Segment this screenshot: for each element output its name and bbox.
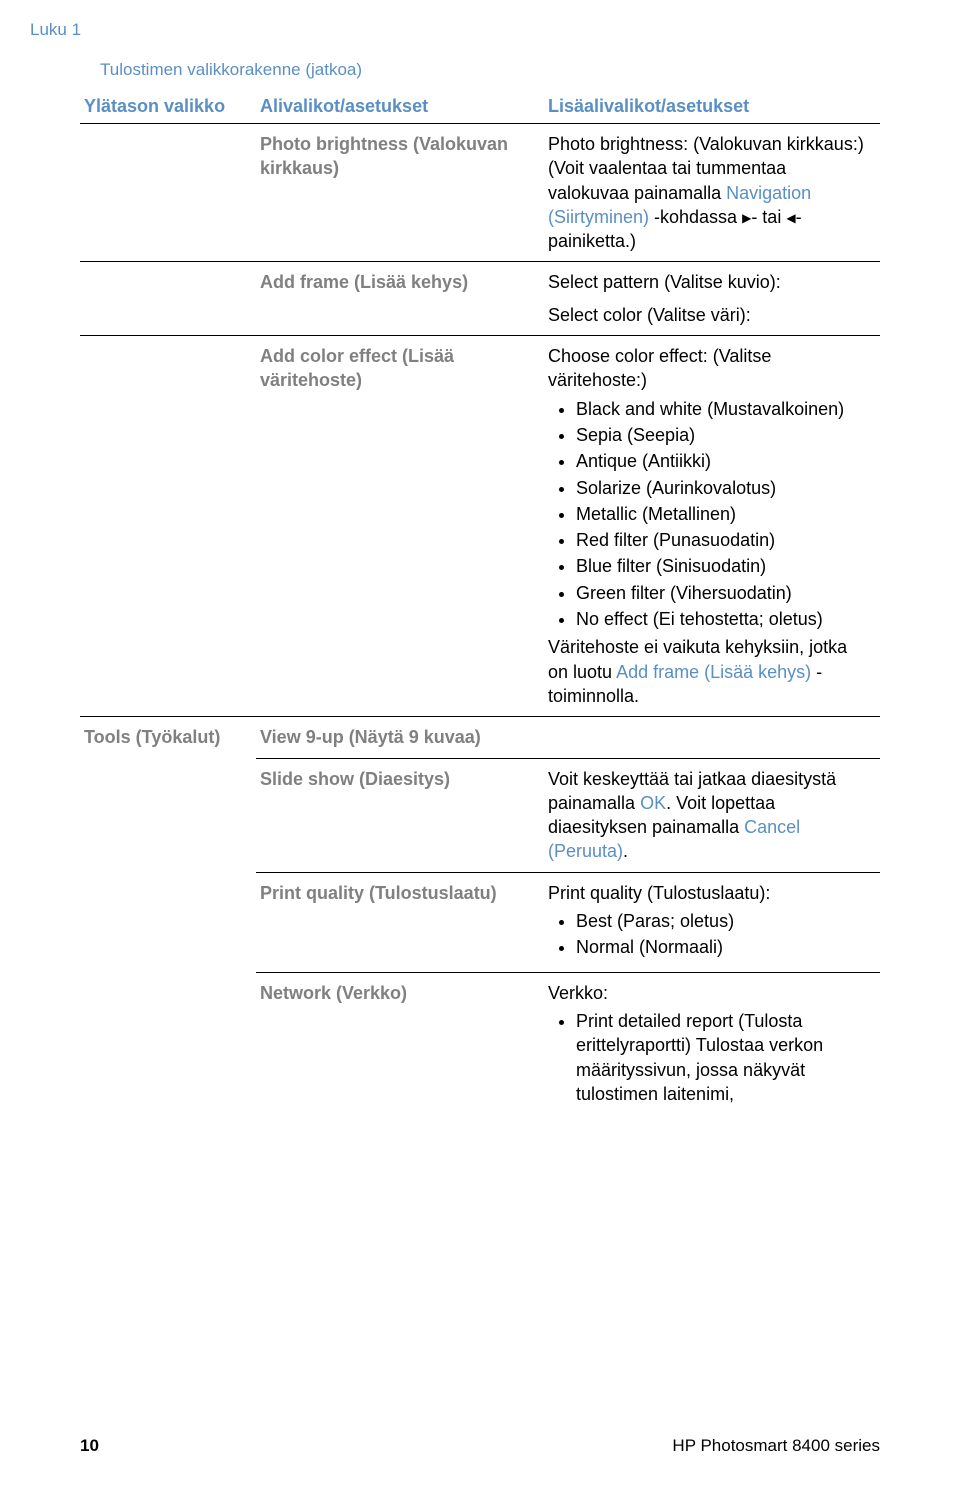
list-item: No effect (Ei tehostetta; oletus) [576, 607, 870, 631]
cell-right: Verkko: Print detailed report (Tulosta e… [544, 972, 880, 1118]
triangle-right-icon [742, 207, 751, 227]
cell-mid: Add frame (Lisää kehys) [256, 262, 544, 336]
cell-left-tools: Tools (Työkalut) [80, 717, 256, 1118]
list-item: Blue filter (Sinisuodatin) [576, 554, 870, 578]
page-number: 10 [80, 1436, 99, 1456]
cell-mid: Slide show (Diaesitys) [256, 758, 544, 872]
menu-table: Ylätason valikko Alivalikot/asetukset Li… [80, 90, 880, 1118]
text-line: Verkko: [548, 981, 870, 1005]
text-line: Photo brightness: (Valokuvan kirkkaus:) [548, 132, 870, 156]
table-header-row: Ylätason valikko Alivalikot/asetukset Li… [80, 90, 880, 124]
link-ok: OK [640, 793, 666, 813]
cell-right: Photo brightness: (Valokuvan kirkkaus:) … [544, 124, 880, 262]
chapter-label: Luku 1 [30, 20, 81, 40]
text-line: Väritehoste ei vaikuta kehyksiin, jotka … [548, 635, 870, 708]
list-item: Sepia (Seepia) [576, 423, 870, 447]
triangle-left-icon [786, 207, 795, 227]
section-title: Tulostimen valikkorakenne (jatkoa) [100, 60, 880, 80]
quality-list: Best (Paras; oletus) Normal (Normaali) [548, 909, 870, 960]
cell-mid: Photo brightness (Valokuvan kirkkaus) [256, 124, 544, 262]
table-row: Add color effect (Lisää väritehoste) Cho… [80, 336, 880, 717]
text-line: Select color (Valitse väri): [548, 303, 870, 327]
list-item: Black and white (Mustavalkoinen) [576, 397, 870, 421]
list-item: Antique (Antiikki) [576, 449, 870, 473]
table-row: Add frame (Lisää kehys) Select pattern (… [80, 262, 880, 336]
cell-mid: View 9-up (Näytä 9 kuvaa) [256, 717, 544, 758]
list-item: Best (Paras; oletus) [576, 909, 870, 933]
link-add-frame: Add frame (Lisää kehys) [616, 662, 811, 682]
cell-right [544, 717, 880, 758]
cell-left [80, 336, 256, 717]
cell-right: Choose color effect: (Valitse väritehost… [544, 336, 880, 717]
header-col3: Lisäalivalikot/asetukset [544, 90, 880, 124]
text-span: -kohdassa [649, 207, 742, 227]
cell-right: Select pattern (Valitse kuvio): Select c… [544, 262, 880, 336]
list-item: Solarize (Aurinkovalotus) [576, 476, 870, 500]
text-line: (Voit vaalentaa tai tummentaa valokuvaa … [548, 156, 870, 253]
cell-mid: Add color effect (Lisää väritehoste) [256, 336, 544, 717]
cell-mid: Print quality (Tulostuslaatu) [256, 872, 544, 972]
list-item: Red filter (Punasuodatin) [576, 528, 870, 552]
list-item: Normal (Normaali) [576, 935, 870, 959]
cell-right: Print quality (Tulostuslaatu): Best (Par… [544, 872, 880, 972]
text-span: - tai [751, 207, 786, 227]
cell-mid: Network (Verkko) [256, 972, 544, 1118]
table-row: Photo brightness (Valokuvan kirkkaus) Ph… [80, 124, 880, 262]
page-footer: 10 HP Photosmart 8400 series [80, 1436, 880, 1456]
header-col1: Ylätason valikko [80, 90, 256, 124]
text-line: Choose color effect: (Valitse väritehost… [548, 344, 870, 393]
header-col2: Alivalikot/asetukset [256, 90, 544, 124]
page: Luku 1 Tulostimen valikkorakenne (jatkoa… [0, 0, 960, 1486]
text-line: Select pattern (Valitse kuvio): [548, 270, 870, 294]
cell-right: Voit keskeyttää tai jatkaa diaesitystä p… [544, 758, 880, 872]
network-list: Print detailed report (Tulosta erittelyr… [548, 1009, 870, 1106]
list-item: Print detailed report (Tulosta erittelyr… [576, 1009, 870, 1106]
list-item: Metallic (Metallinen) [576, 502, 870, 526]
table-row: Tools (Työkalut) View 9-up (Näytä 9 kuva… [80, 717, 880, 758]
cell-left [80, 262, 256, 336]
text-span: . [623, 841, 628, 861]
cell-left [80, 124, 256, 262]
list-item: Green filter (Vihersuodatin) [576, 581, 870, 605]
product-name: HP Photosmart 8400 series [672, 1436, 880, 1456]
effect-list: Black and white (Mustavalkoinen) Sepia (… [548, 397, 870, 632]
text-line: Print quality (Tulostuslaatu): [548, 881, 870, 905]
